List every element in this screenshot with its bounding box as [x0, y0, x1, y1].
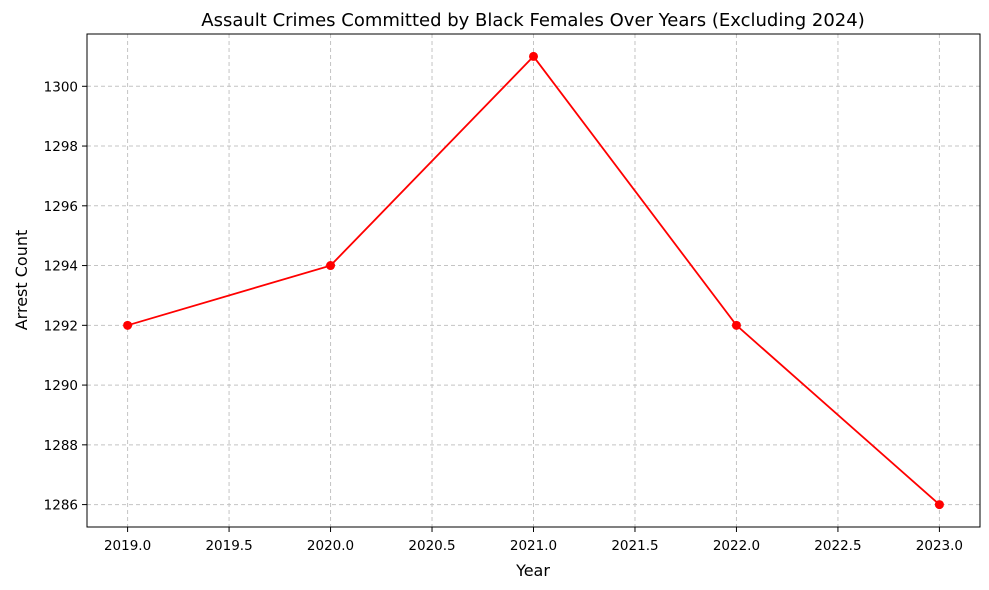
- series-layer: [123, 51, 944, 510]
- data-point: [529, 51, 538, 61]
- y-tick-label: 1298: [44, 139, 78, 155]
- x-tick-label: 2019.0: [104, 538, 151, 554]
- x-tick-label: 2021.0: [510, 538, 557, 554]
- y-tick-label: 1290: [44, 378, 78, 394]
- chart-title: Assault Crimes Committed by Black Female…: [201, 10, 864, 31]
- x-tick-label: 2022.5: [814, 538, 861, 554]
- x-tick-label: 2023.0: [916, 538, 963, 554]
- x-axis: 2019.0 2019.5 2020.0 2020.5 2021.0 2021.5 2022…: [104, 527, 963, 554]
- data-point: [731, 320, 741, 330]
- x-tick-label: 2019.5: [205, 538, 252, 554]
- x-tick-label: 2020.5: [408, 538, 455, 554]
- y-tick-label: 1286: [44, 498, 78, 514]
- data-point: [934, 500, 944, 510]
- y-axis-label: Arrest Count: [12, 230, 31, 331]
- grid: [87, 34, 980, 527]
- y-tick-label: 1288: [44, 438, 78, 454]
- y-tick-label: 1300: [44, 79, 78, 95]
- x-axis-label: Year: [515, 561, 550, 580]
- x-tick-label: 2022.0: [713, 538, 760, 554]
- y-tick-label: 1296: [44, 199, 78, 215]
- y-tick-label: 1292: [44, 318, 78, 334]
- x-tick-label: 2021.5: [611, 538, 658, 554]
- data-point: [123, 320, 133, 330]
- x-tick-label: 2020.0: [307, 538, 354, 554]
- data-point: [326, 261, 336, 271]
- y-tick-label: 1294: [44, 259, 78, 275]
- y-axis: 1286 1288 1290 1292 1294 1296 1298 1300: [44, 79, 87, 514]
